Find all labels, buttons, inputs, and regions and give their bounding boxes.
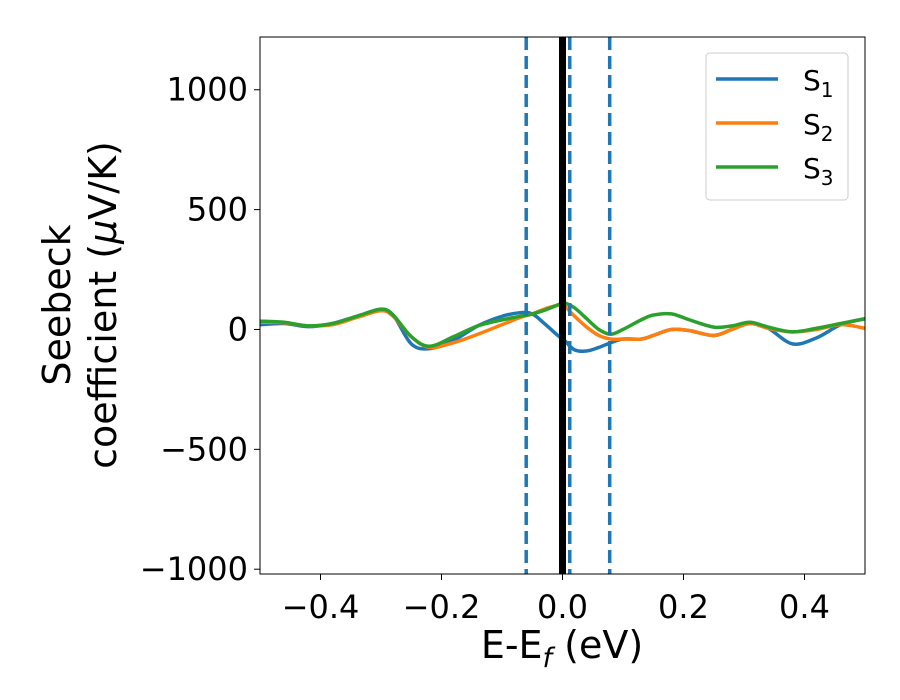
- x-axis-label: E-Ef (eV): [481, 623, 643, 674]
- x-tick-label: 0.0: [537, 588, 588, 626]
- x-axis-label-base: E-E: [481, 623, 543, 667]
- legend-label-s2: S2: [803, 108, 834, 146]
- y-axis-label-line1: Seebeck: [35, 224, 79, 385]
- legend-items: S1 S2 S3: [716, 64, 834, 190]
- x-tick-label: −0.2: [403, 588, 481, 626]
- y-axis-label-line2: coefficient (μV/K): [81, 141, 125, 469]
- y-axis-label-line2-post: V/K): [81, 141, 125, 220]
- x-tick-label: 0.2: [658, 588, 709, 626]
- y-tick-label: 500: [187, 191, 248, 229]
- y-tick-label: 0: [228, 310, 248, 348]
- legend-label-s1: S1: [803, 64, 834, 102]
- reference-lines: [524, 37, 612, 574]
- legend: S1 S2 S3: [705, 52, 849, 201]
- y-axis-label: Seebeck coefficient (μV/K): [35, 141, 125, 469]
- y-tick-label: −500: [160, 430, 248, 468]
- x-axis-label-unit: (eV): [552, 623, 643, 667]
- y-tick-label: −1000: [140, 550, 248, 588]
- x-tick-label: 0.4: [779, 588, 830, 626]
- legend-label-s3: S3: [803, 152, 834, 190]
- x-tick-label: −0.4: [282, 588, 360, 626]
- y-tick-label: 1000: [167, 71, 248, 109]
- x-axis-ticks: −0.4 −0.2 0.0 0.2 0.4: [282, 574, 830, 626]
- y-axis-label-line2-pre: coefficient (: [81, 244, 125, 469]
- y-axis-label-mu: μ: [81, 220, 125, 245]
- y-axis-ticks: −1000 −500 0 500 1000: [140, 71, 260, 588]
- legend-box: [705, 52, 849, 201]
